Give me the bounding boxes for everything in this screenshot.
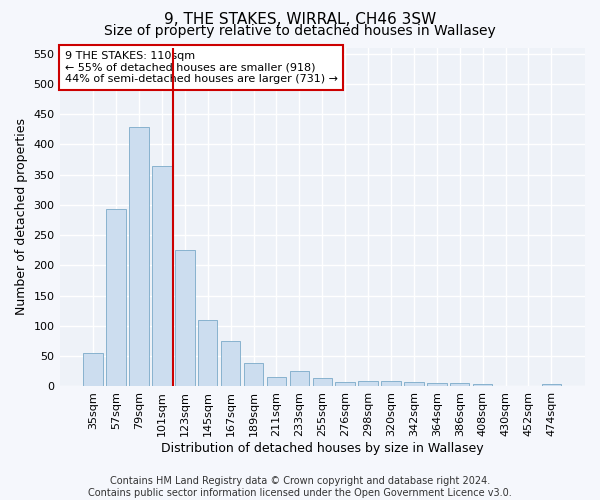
Bar xyxy=(450,384,469,386)
Bar xyxy=(152,166,172,386)
Text: Size of property relative to detached houses in Wallasey: Size of property relative to detached ho… xyxy=(104,24,496,38)
Bar xyxy=(83,353,103,386)
Bar xyxy=(473,384,493,386)
Bar xyxy=(290,370,309,386)
Bar xyxy=(358,381,378,386)
Bar xyxy=(221,341,241,386)
Bar xyxy=(381,381,401,386)
X-axis label: Distribution of detached houses by size in Wallasey: Distribution of detached houses by size … xyxy=(161,442,484,455)
Bar xyxy=(313,378,332,386)
Bar xyxy=(175,250,194,386)
Y-axis label: Number of detached properties: Number of detached properties xyxy=(15,118,28,316)
Bar xyxy=(106,209,126,386)
Text: 9 THE STAKES: 110sqm
← 55% of detached houses are smaller (918)
44% of semi-deta: 9 THE STAKES: 110sqm ← 55% of detached h… xyxy=(65,51,338,84)
Bar xyxy=(335,382,355,386)
Bar xyxy=(267,378,286,386)
Bar xyxy=(244,364,263,386)
Bar xyxy=(404,382,424,386)
Bar xyxy=(427,384,446,386)
Bar xyxy=(198,320,217,386)
Text: Contains HM Land Registry data © Crown copyright and database right 2024.
Contai: Contains HM Land Registry data © Crown c… xyxy=(88,476,512,498)
Text: 9, THE STAKES, WIRRAL, CH46 3SW: 9, THE STAKES, WIRRAL, CH46 3SW xyxy=(164,12,436,28)
Bar xyxy=(129,128,149,386)
Bar xyxy=(542,384,561,386)
